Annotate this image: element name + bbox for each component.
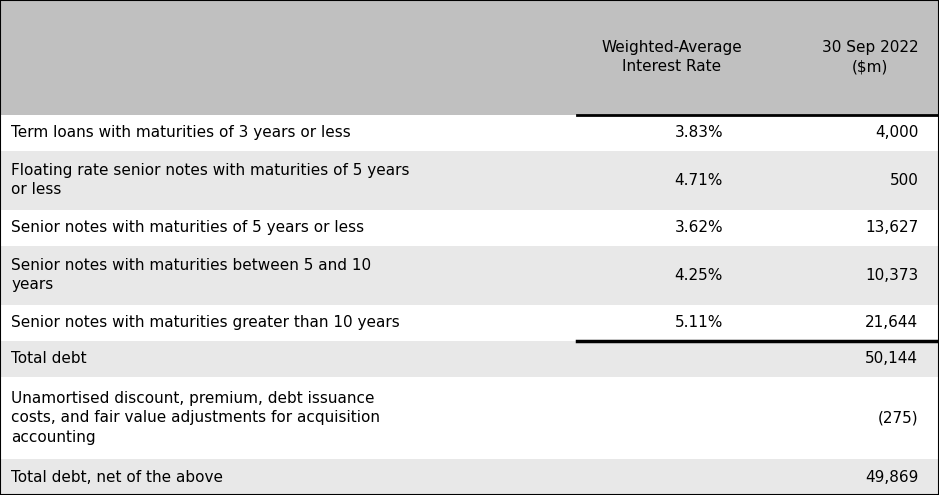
Text: Senior notes with maturities greater than 10 years: Senior notes with maturities greater tha… — [11, 315, 400, 330]
Bar — [0, 305, 939, 341]
Text: 49,869: 49,869 — [865, 470, 918, 485]
Text: Unamortised discount, premium, debt issuance
costs, and fair value adjustments f: Unamortised discount, premium, debt issu… — [11, 391, 380, 445]
Bar — [0, 150, 939, 210]
Text: Senior notes with maturities between 5 and 10
years: Senior notes with maturities between 5 a… — [11, 258, 372, 293]
Text: Floating rate senior notes with maturities of 5 years
or less: Floating rate senior notes with maturiti… — [11, 163, 409, 198]
Bar — [0, 341, 939, 377]
Text: 4.25%: 4.25% — [674, 268, 723, 283]
Text: (275): (275) — [878, 410, 918, 425]
Text: Weighted-Average
Interest Rate: Weighted-Average Interest Rate — [601, 40, 742, 74]
Bar — [0, 115, 939, 150]
Text: 30 Sep 2022
($m): 30 Sep 2022 ($m) — [822, 40, 918, 74]
Text: 5.11%: 5.11% — [674, 315, 723, 330]
Text: Total debt, net of the above: Total debt, net of the above — [11, 470, 223, 485]
Bar — [0, 459, 939, 495]
Bar — [0, 246, 939, 305]
Text: Term loans with maturities of 3 years or less: Term loans with maturities of 3 years or… — [11, 125, 351, 140]
Text: 3.62%: 3.62% — [674, 220, 723, 235]
Text: 13,627: 13,627 — [865, 220, 918, 235]
Text: Total debt: Total debt — [11, 351, 87, 366]
Text: 3.83%: 3.83% — [674, 125, 723, 140]
Text: 4,000: 4,000 — [875, 125, 918, 140]
Text: Senior notes with maturities of 5 years or less: Senior notes with maturities of 5 years … — [11, 220, 364, 235]
Bar — [0, 0, 939, 115]
Bar — [0, 377, 939, 459]
Bar — [0, 210, 939, 246]
Text: 21,644: 21,644 — [865, 315, 918, 330]
Text: 50,144: 50,144 — [866, 351, 918, 366]
Text: 500: 500 — [889, 173, 918, 188]
Text: 4.71%: 4.71% — [674, 173, 723, 188]
Text: 10,373: 10,373 — [865, 268, 918, 283]
